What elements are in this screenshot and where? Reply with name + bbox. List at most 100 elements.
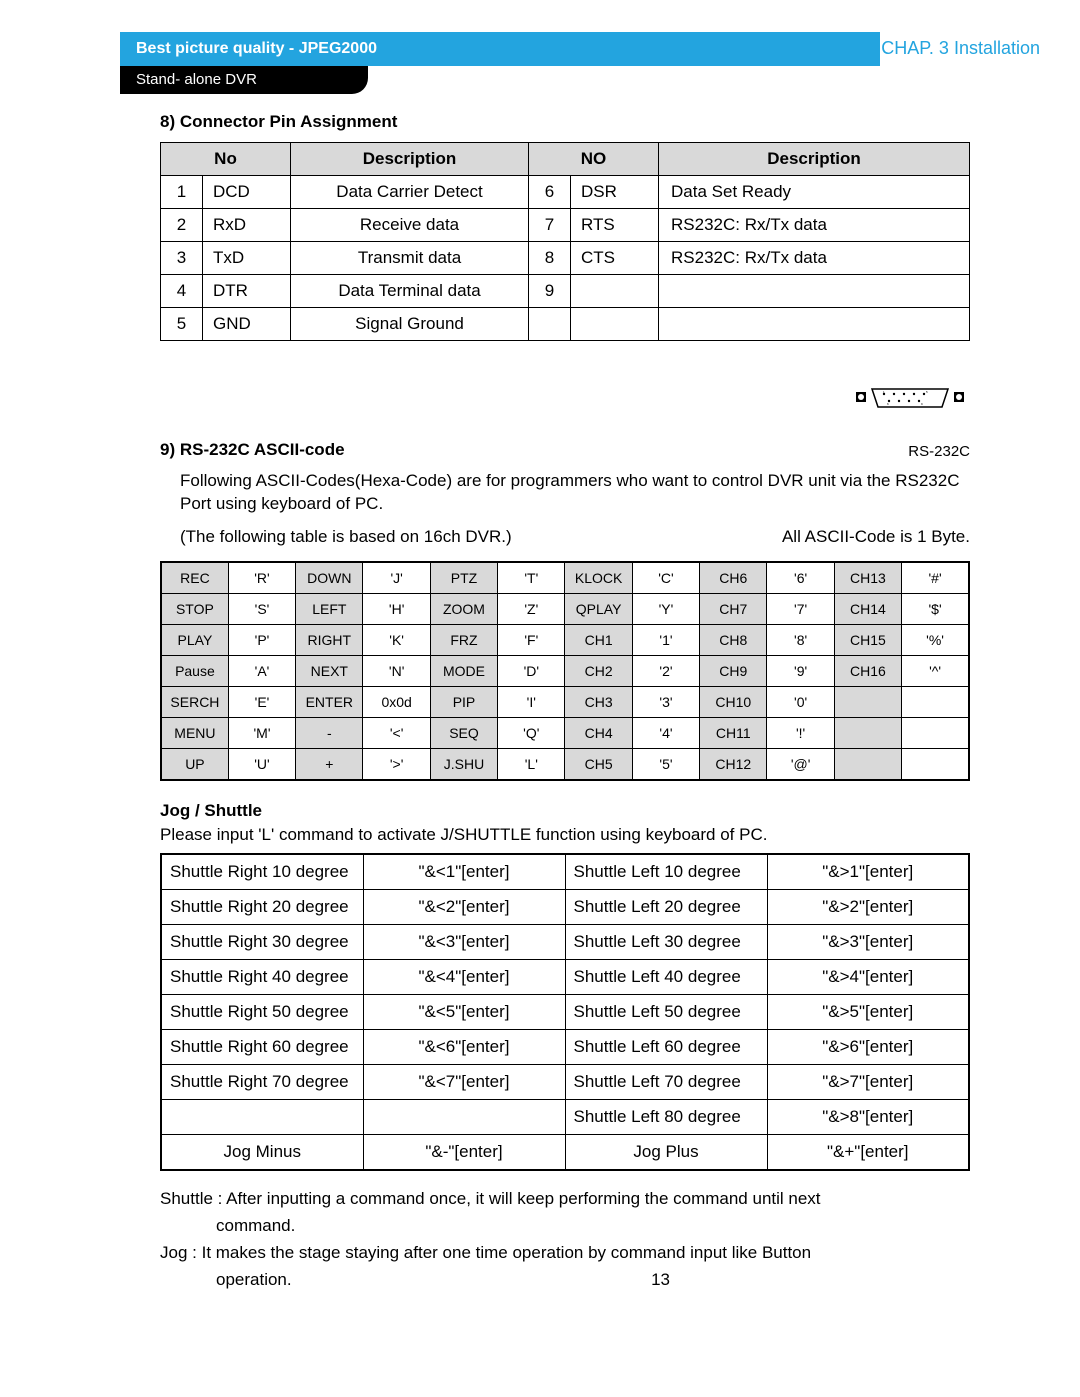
table-cell: "&>1"[enter] [767, 854, 969, 890]
table-cell: CH10 [700, 686, 767, 717]
table-row: Shuttle Right 40 degree"&<4"[enter]Shutt… [161, 959, 969, 994]
table-cell: STOP [161, 593, 228, 624]
table-cell: CH12 [700, 748, 767, 780]
table-row: STOP'S'LEFT'H'ZOOM'Z'QPLAY'Y'CH7'7'CH14'… [161, 593, 969, 624]
table-cell: '3' [632, 686, 699, 717]
table-cell: Shuttle Left 30 degree [565, 924, 767, 959]
table-cell: Shuttle Left 20 degree [565, 889, 767, 924]
table-cell: Shuttle Left 10 degree [565, 854, 767, 890]
table-cell: '<' [363, 717, 430, 748]
table-cell: Shuttle Left 80 degree [565, 1099, 767, 1134]
page-header: Best picture quality - JPEG2000 Stand- a… [120, 32, 970, 94]
table-cell: '2' [632, 655, 699, 686]
table-cell: LEFT [296, 593, 363, 624]
table-cell: 'J' [363, 562, 430, 594]
table-cell: '8' [767, 624, 834, 655]
table-row: 1DCDData Carrier Detect6DSRData Set Read… [161, 176, 970, 209]
table-row: UP'U'+'>'J.SHU'L'CH5'5'CH12'@' [161, 748, 969, 780]
table-cell: '5' [632, 748, 699, 780]
chapter-label: CHAP. 3 Installation [881, 38, 1040, 59]
table-cell: ENTER [296, 686, 363, 717]
table-cell: CH4 [565, 717, 632, 748]
table-cell: Shuttle Left 70 degree [565, 1064, 767, 1099]
table-cell: SERCH [161, 686, 228, 717]
table-cell: 'D' [498, 655, 565, 686]
table-cell: Shuttle Right 40 degree [161, 959, 363, 994]
table-cell: Signal Ground [291, 308, 529, 341]
table-cell [161, 1099, 363, 1134]
table-cell: "&<5"[enter] [363, 994, 565, 1029]
connector-label: RS-232C [908, 443, 970, 460]
table-cell: CH6 [700, 562, 767, 594]
table-cell: "&<1"[enter] [363, 854, 565, 890]
pin-table: No Description NO Description 1DCDData C… [160, 142, 970, 341]
table-cell: Data Carrier Detect [291, 176, 529, 209]
table-row: Shuttle Left 80 degree"&>8"[enter] [161, 1099, 969, 1134]
table-cell: Shuttle Right 30 degree [161, 924, 363, 959]
table-cell: 2 [161, 209, 203, 242]
table-cell: 'S' [228, 593, 295, 624]
table-cell: - [296, 717, 363, 748]
table-cell: 'Y' [632, 593, 699, 624]
table-cell: "&<7"[enter] [363, 1064, 565, 1099]
table-row: REC'R'DOWN'J'PTZ'T'KLOCK'C'CH6'6'CH13'#' [161, 562, 969, 594]
table-cell: "&>5"[enter] [767, 994, 969, 1029]
table-cell: Shuttle Right 10 degree [161, 854, 363, 890]
table-cell: REC [161, 562, 228, 594]
table-cell: 'P' [228, 624, 295, 655]
table-cell: '>' [363, 748, 430, 780]
table-cell: 'H' [363, 593, 430, 624]
table-cell: 6 [529, 176, 571, 209]
table-row: Shuttle Right 50 degree"&<5"[enter]Shutt… [161, 994, 969, 1029]
table-cell: CH2 [565, 655, 632, 686]
table-cell: J.SHU [430, 748, 497, 780]
table-cell: 'U' [228, 748, 295, 780]
table-cell: '@' [767, 748, 834, 780]
table-cell [834, 717, 901, 748]
table-cell: QPLAY [565, 593, 632, 624]
table-cell: + [296, 748, 363, 780]
table-cell: '0' [767, 686, 834, 717]
table-cell: CH14 [834, 593, 901, 624]
shuttle-note: Shuttle : After inputting a command once… [160, 1185, 970, 1212]
pin-h-no2: NO [529, 143, 659, 176]
table-cell: Jog Minus [161, 1134, 363, 1170]
table-cell: 'T' [498, 562, 565, 594]
table-cell: Shuttle Right 60 degree [161, 1029, 363, 1064]
table-cell: "&<3"[enter] [363, 924, 565, 959]
table-cell [659, 275, 970, 308]
table-cell: 3 [161, 242, 203, 275]
title-em: JPEG2000 [299, 40, 377, 57]
table-cell: 'R' [228, 562, 295, 594]
table-cell: 5 [161, 308, 203, 341]
table-cell [529, 308, 571, 341]
table-cell [834, 748, 901, 780]
table-cell: 'L' [498, 748, 565, 780]
table-cell: PLAY [161, 624, 228, 655]
table-cell: ZOOM [430, 593, 497, 624]
table-cell: RIGHT [296, 624, 363, 655]
table-cell: CH1 [565, 624, 632, 655]
jog-title: Jog / Shuttle [160, 801, 970, 821]
jog-text: It makes the stage staying after one tim… [202, 1243, 812, 1262]
pin-h-no: No [161, 143, 291, 176]
table-row: 5GNDSignal Ground [161, 308, 970, 341]
shuttle-text: After inputting a command once, it will … [226, 1189, 820, 1208]
section-8-title: 8) Connector Pin Assignment [160, 112, 970, 132]
section-9: 15 69 9) RS-232C ASCII-code RS-232C Foll… [160, 385, 970, 1294]
table-cell: PTZ [430, 562, 497, 594]
table-cell: Shuttle Left 50 degree [565, 994, 767, 1029]
svg-text:6: 6 [887, 402, 889, 406]
ascii-note-left: (The following table is based on 16ch DV… [180, 526, 512, 549]
table-cell: DSR [571, 176, 659, 209]
table-row: 3TxDTransmit data8CTSRS232C: Rx/Tx data [161, 242, 970, 275]
table-cell: Pause [161, 655, 228, 686]
table-cell: CH3 [565, 686, 632, 717]
jog-label: Jog : [160, 1243, 202, 1262]
table-cell: DOWN [296, 562, 363, 594]
table-row: 2RxDReceive data7RTSRS232C: Rx/Tx data [161, 209, 970, 242]
table-cell: CH5 [565, 748, 632, 780]
table-cell: '7' [767, 593, 834, 624]
table-cell [834, 686, 901, 717]
table-cell: UP [161, 748, 228, 780]
